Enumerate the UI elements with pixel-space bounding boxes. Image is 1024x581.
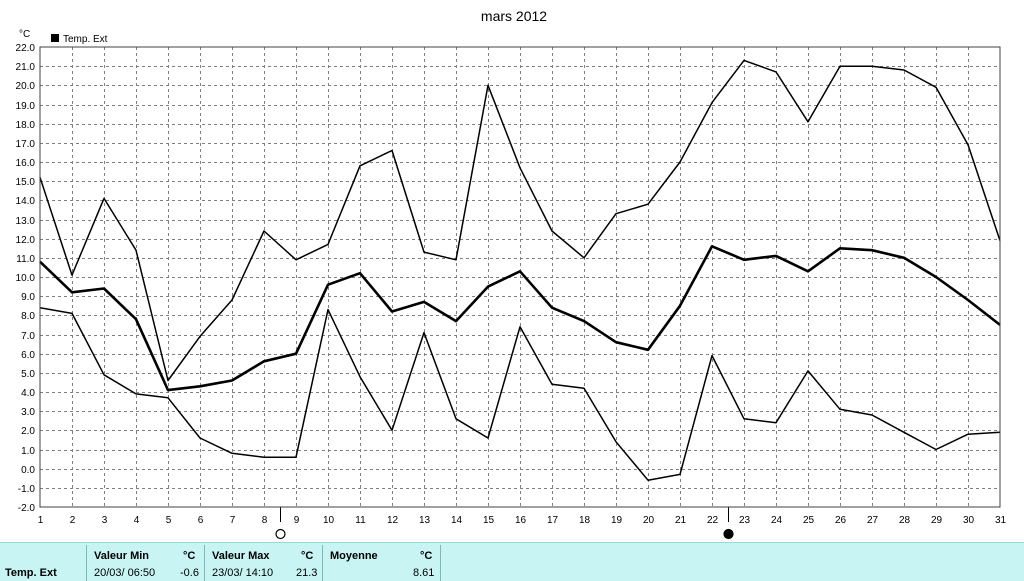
mean-unit: °C [420,550,433,562]
y-tick-label: 21.0 [16,62,36,73]
mean-header: Moyenne [330,550,378,562]
max-header: Valeur Max [212,550,270,562]
y-tick-label: 22.0 [16,43,36,54]
x-tick-label: 8 [262,515,268,526]
x-tick-label: 13 [419,515,431,526]
y-tick-label: 10.0 [16,273,36,284]
x-tick-label: 7 [230,515,236,526]
x-tick-label: 19 [611,515,623,526]
y-tick-label: 15.0 [16,177,36,188]
x-tick-label: 18 [579,515,591,526]
moon-new-icon [723,528,734,540]
y-tick-label: 3.0 [21,407,35,418]
x-tick-label: 28 [899,515,911,526]
x-tick-label: 15 [483,515,495,526]
y-tick-label: 9.0 [21,292,35,303]
y-tick-label: 16.0 [16,158,36,169]
x-tick-label: 1 [38,515,44,526]
y-tick-label: 8.0 [21,311,35,322]
x-tick-label: 11 [355,515,366,526]
y-axis-ticks: -2.0 -1.0 0.0 1.0 2.0 3.0 4.0 5.0 6.0 7.0 8.0 9.0 10… [16,43,36,514]
stats-separator [322,545,323,581]
x-tick-label: 3 [102,515,108,526]
min-value: -0.6 [180,567,199,579]
x-tick-label: 24 [771,515,783,526]
stats-panel: Temp. Ext Valeur Min °C 20/03/ 06:50 -0.… [0,542,1024,581]
grid [40,47,1000,507]
y-tick-label: -2.0 [18,503,36,514]
moon-markers [275,507,734,540]
x-tick-label: 16 [515,515,527,526]
y-tick-label: 20.0 [16,81,36,92]
x-tick-label: 26 [835,515,847,526]
y-tick-label: 11.0 [16,254,35,265]
y-tick-label: 12.0 [16,235,36,246]
x-tick-label: 9 [294,515,300,526]
y-tick-label: 13.0 [16,216,36,227]
x-tick-label: 12 [387,515,399,526]
y-tick-label: 19.0 [16,101,36,112]
y-tick-label: 18.0 [16,120,36,131]
max-time: 23/03/ 14:10 [212,567,274,579]
x-tick-label: 29 [931,515,943,526]
y-tick-label: 0.0 [21,465,35,476]
chart-title: mars 2012 [481,8,547,24]
y-tick-label: 7.0 [21,331,35,342]
y-tick-label: 5.0 [21,369,35,380]
x-tick-label: 14 [451,515,463,526]
max-unit: °C [301,550,314,562]
plot-area [39,46,1001,508]
y-tick-label: 1.0 [21,446,35,457]
max-value: 21.3 [296,567,318,579]
x-tick-label: 5 [166,515,172,526]
x-tick-label: 23 [739,515,751,526]
stats-separator [86,545,87,581]
min-unit: °C [183,550,196,562]
x-tick-label: 6 [198,515,204,526]
y-tick-label: 4.0 [21,388,35,399]
y-tick-label: 17.0 [16,139,36,150]
temperature-chart: mars 2012 °C Temp. Ext -2.0 -1.0 0.0 1.0 2.0… [16,8,1007,540]
x-axis-ticks: 1 2 3 4 5 6 7 8 9 10 11 12 13 14 15 16 17 18 19 20 21 22 23 24 2… [38,515,1007,526]
x-tick-label: 4 [134,515,140,526]
x-tick-label: 30 [963,515,975,526]
y-tick-label: 2.0 [21,426,35,437]
y-tick-label: -1.0 [18,484,36,495]
x-tick-label: 10 [323,515,335,526]
stats-row-label: Temp. Ext [5,567,57,579]
x-tick-label: 21 [675,515,687,526]
mean-value: 8.61 [413,567,435,579]
series-line-mean [39,245,1001,392]
y-tick-label: 6.0 [21,350,35,361]
x-tick-label: 31 [995,515,1007,526]
x-tick-label: 17 [547,515,559,526]
series-line-min [39,306,1001,481]
legend-label: Temp. Ext [63,34,108,45]
y-tick-label: 14.0 [16,196,36,207]
x-tick-label: 25 [803,515,815,526]
legend-swatch [51,34,59,42]
moon-full-icon [275,528,286,540]
min-header: Valeur Min [94,550,150,562]
y-axis-unit: °C [19,29,30,40]
x-tick-label: 22 [707,515,719,526]
x-tick-label: 20 [643,515,655,526]
x-tick-label: 2 [70,515,76,526]
stats-separator [204,545,205,581]
x-tick-label: 27 [867,515,879,526]
series-line-max [39,59,1001,382]
stats-separator [440,545,441,581]
series-lines [39,59,1001,481]
min-time: 20/03/ 06:50 [94,567,156,579]
